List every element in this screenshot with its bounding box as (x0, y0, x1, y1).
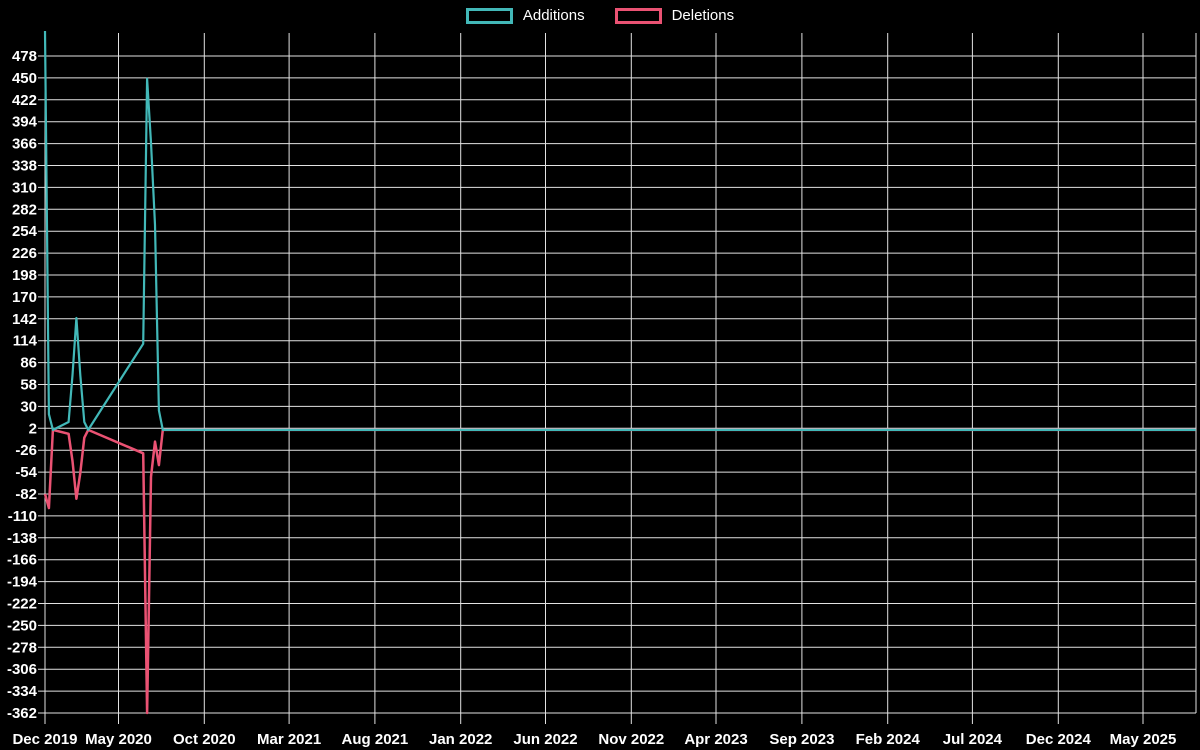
svg-text:Sep 2023: Sep 2023 (769, 731, 834, 748)
additions-line (43, 30, 1196, 431)
svg-text:86: 86 (20, 355, 37, 372)
svg-text:198: 198 (12, 267, 37, 284)
svg-text:Jul 2024: Jul 2024 (943, 731, 1003, 748)
svg-text:-250: -250 (7, 617, 37, 634)
svg-text:Jan 2022: Jan 2022 (429, 731, 492, 748)
svg-text:366: 366 (12, 136, 37, 153)
svg-text:30: 30 (20, 398, 37, 415)
svg-text:170: 170 (12, 289, 37, 306)
svg-text:282: 282 (12, 201, 37, 218)
legend-label-deletions: Deletions (671, 7, 735, 24)
svg-text:-166: -166 (7, 552, 37, 569)
svg-text:-278: -278 (7, 639, 37, 656)
svg-text:-362: -362 (7, 705, 37, 722)
svg-text:142: 142 (12, 311, 37, 328)
svg-text:Dec 2019: Dec 2019 (12, 731, 77, 748)
svg-text:-26: -26 (15, 442, 37, 459)
svg-text:Jun 2022: Jun 2022 (513, 731, 577, 748)
deletions-swatch-icon (614, 8, 662, 24)
x-axis-labels: Dec 2019 May 2020 Oct 2020 Mar 2021 Aug 2021… (12, 731, 1176, 748)
svg-text:Mar 2021: Mar 2021 (257, 731, 321, 748)
vertical-gridlines (44, 33, 1197, 724)
svg-text:Apr 2023: Apr 2023 (684, 731, 747, 748)
svg-text:58: 58 (20, 377, 37, 394)
svg-text:-138: -138 (7, 530, 37, 547)
svg-text:338: 338 (12, 158, 37, 175)
svg-text:394: 394 (12, 114, 38, 131)
svg-text:310: 310 (12, 179, 37, 196)
horizontal-gridlines (38, 55, 1196, 714)
svg-text:226: 226 (12, 245, 37, 262)
chart-legend: Additions Deletions (0, 8, 1200, 24)
y-axis-labels: 478 450 422 394 366 338 310 282 254 226 198 170 142 1… (7, 48, 38, 722)
svg-text:Oct 2020: Oct 2020 (173, 731, 236, 748)
svg-text:-222: -222 (7, 596, 37, 613)
svg-text:-110: -110 (8, 508, 37, 525)
svg-text:-194: -194 (7, 574, 38, 591)
svg-text:-334: -334 (7, 683, 38, 700)
svg-text:478: 478 (12, 48, 37, 65)
svg-text:-82: -82 (15, 486, 37, 503)
svg-text:2: 2 (29, 420, 37, 437)
svg-text:May 2020: May 2020 (85, 731, 152, 748)
svg-text:Aug 2021: Aug 2021 (342, 731, 409, 748)
svg-text:114: 114 (13, 333, 38, 350)
additions-swatch-icon (465, 8, 513, 24)
svg-text:Dec 2024: Dec 2024 (1026, 731, 1092, 748)
svg-text:-306: -306 (7, 661, 37, 678)
legend-item-additions[interactable]: Additions (465, 7, 585, 24)
legend-item-deletions[interactable]: Deletions (614, 7, 735, 24)
svg-text:-54: -54 (15, 464, 37, 481)
svg-text:254: 254 (12, 223, 38, 240)
svg-text:Nov 2022: Nov 2022 (598, 731, 664, 748)
legend-label-additions: Additions (522, 7, 585, 24)
svg-text:422: 422 (12, 92, 37, 109)
svg-text:450: 450 (12, 70, 37, 87)
deletions-line (43, 428, 1196, 715)
svg-text:May 2025: May 2025 (1110, 731, 1177, 748)
svg-text:Feb 2024: Feb 2024 (856, 731, 921, 748)
